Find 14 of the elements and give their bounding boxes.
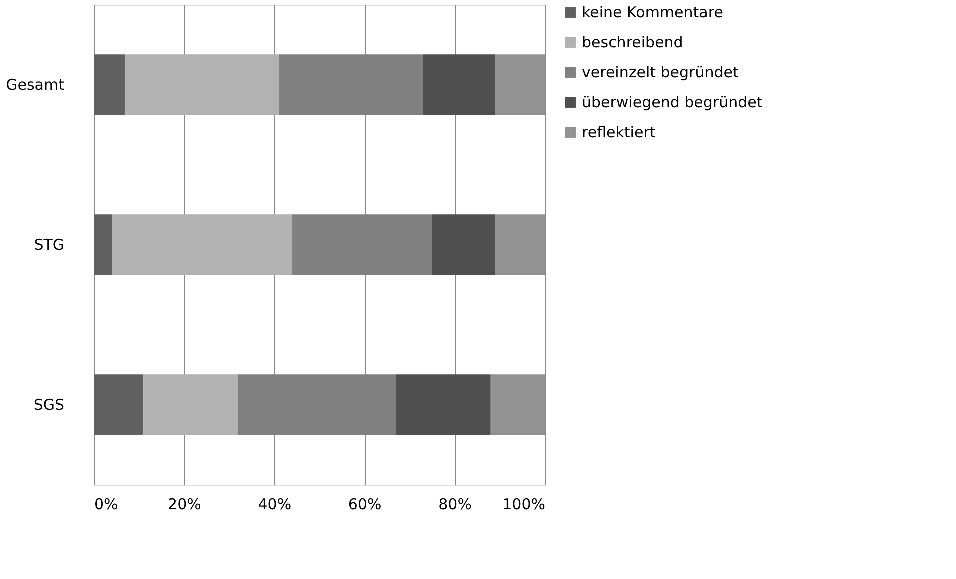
y-tick-label: SGS (34, 396, 64, 414)
x-tick-label: 100% (502, 496, 546, 514)
legend-label: beschreibend (582, 34, 684, 52)
x-tick-label: 60% (348, 496, 382, 514)
legend-label: reflektiert (582, 124, 656, 142)
x-tick-label: 80% (438, 496, 472, 514)
y-tick-label: STG (34, 236, 64, 254)
legend-label: vereinzelt begründet (582, 64, 739, 82)
legend-label: überwiegend begründet (582, 94, 763, 112)
x-tick-label: 0% (94, 496, 118, 514)
x-tick-label: 20% (168, 496, 202, 514)
x-tick-label: 40% (258, 496, 292, 514)
y-tick-label: Gesamt (6, 76, 65, 94)
legend-label: keine Kommentare (582, 4, 724, 22)
